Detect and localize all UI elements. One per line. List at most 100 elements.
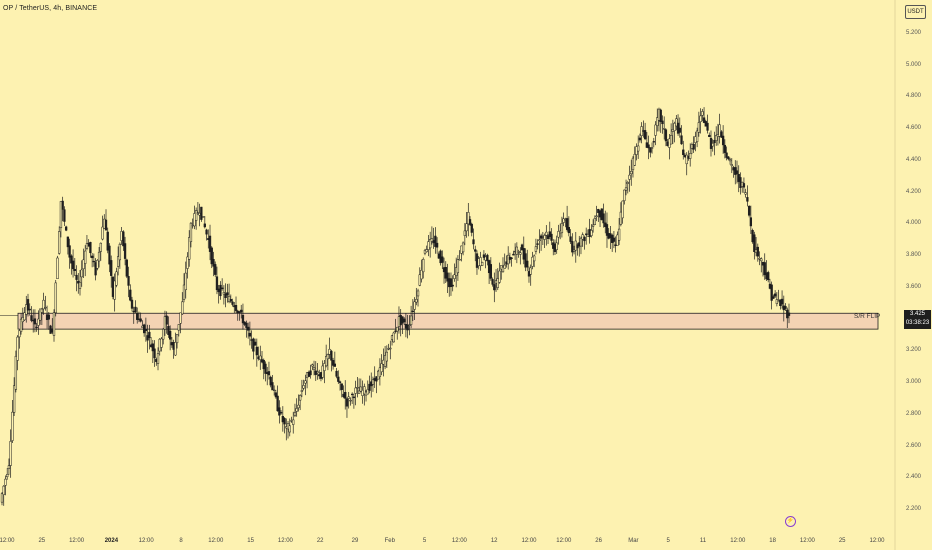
- candle-body: [309, 370, 312, 376]
- candle-body: [12, 385, 16, 413]
- candle-body: [583, 237, 586, 242]
- candle-body: [524, 253, 527, 268]
- candle-body: [181, 301, 184, 315]
- candle-body: [468, 219, 472, 225]
- candle-body: [695, 130, 699, 142]
- candle-body: [349, 399, 352, 402]
- candle-body: [9, 441, 12, 466]
- symbol-title[interactable]: OP / TetherUS, 4h, BINANCE: [3, 5, 98, 12]
- candle-body: [14, 355, 18, 390]
- price-tick-label: 2.400: [906, 474, 922, 481]
- candle-body: [248, 332, 252, 337]
- candle-body: [623, 189, 626, 201]
- candle-body: [255, 346, 258, 356]
- candle-body: [721, 135, 725, 146]
- candle-body: [456, 259, 460, 274]
- candle-body: [715, 135, 718, 141]
- time-tick-label: 18: [769, 538, 776, 544]
- candle-body: [203, 223, 206, 228]
- price-tick-label: 3.600: [906, 283, 922, 290]
- candle-body: [184, 272, 187, 291]
- candle-body: [28, 308, 31, 311]
- candle-body: [201, 216, 205, 218]
- candle-body: [345, 398, 349, 407]
- sr-flip-zone[interactable]: [17, 312, 879, 330]
- candle-body: [526, 260, 529, 268]
- candle-body: [274, 392, 278, 398]
- time-tick-label: 12:00: [69, 538, 85, 544]
- candle-body: [118, 243, 122, 261]
- candle-body: [503, 264, 506, 269]
- candle-body: [302, 385, 305, 389]
- price-tick-label: 3.800: [906, 252, 922, 259]
- lightning-icon[interactable]: ⚡: [785, 516, 796, 527]
- candle-body: [7, 465, 11, 469]
- candle-body: [408, 324, 411, 326]
- candle-body: [633, 153, 636, 166]
- candle-body: [533, 255, 536, 262]
- candle-body: [619, 211, 623, 225]
- candle-body: [160, 338, 163, 348]
- candle-body: [429, 239, 432, 249]
- candle-body: [453, 274, 456, 279]
- candle-body: [663, 128, 666, 130]
- candle-body: [467, 212, 470, 225]
- candle-body: [222, 292, 226, 295]
- price-tick-label: 5.200: [906, 30, 922, 36]
- candle-body: [669, 135, 673, 145]
- candle-body: [555, 242, 558, 250]
- candle-body: [595, 215, 598, 218]
- candle-body: [772, 296, 775, 299]
- candle-body: [711, 143, 714, 147]
- candle-body: [210, 247, 213, 265]
- candle-body: [23, 312, 26, 321]
- candle-body: [56, 257, 59, 280]
- candle-body: [435, 242, 439, 248]
- candle-body: [273, 389, 276, 391]
- candle-body: [517, 250, 520, 253]
- candle-body: [680, 135, 683, 145]
- candle-body: [763, 262, 766, 276]
- candle-body: [562, 218, 565, 223]
- candle-body: [174, 342, 177, 356]
- candle-body: [515, 246, 518, 255]
- candle-body: [678, 127, 681, 133]
- candle-body: [770, 284, 773, 301]
- candle-body: [312, 367, 316, 370]
- candle-body: [357, 390, 361, 394]
- candle-body: [409, 315, 413, 325]
- candle-body: [234, 305, 238, 311]
- candle-body: [82, 259, 85, 270]
- candle-body: [416, 290, 420, 297]
- candle-body: [567, 227, 570, 234]
- candle-body: [37, 318, 40, 326]
- candle-body: [534, 246, 538, 252]
- candle-body: [38, 308, 42, 321]
- candle-body: [279, 412, 283, 414]
- candle-body: [725, 152, 728, 158]
- candle-body: [177, 324, 180, 331]
- candle-body: [96, 259, 99, 269]
- candle-body: [446, 272, 449, 282]
- candle-body: [0, 493, 4, 503]
- time-tick-label: 2024: [104, 538, 119, 544]
- candle-body: [406, 324, 409, 331]
- candle-body: [269, 376, 272, 386]
- candle-body: [579, 237, 583, 247]
- candle-body: [338, 381, 342, 383]
- candle-body: [486, 254, 489, 262]
- candle-body: [628, 174, 631, 180]
- price-tick-label: 4.200: [906, 188, 922, 195]
- candle-body: [434, 235, 437, 247]
- candle-body: [167, 326, 170, 335]
- candle-body: [175, 334, 179, 344]
- candle-body: [347, 396, 350, 399]
- currency-badge[interactable]: USDT: [905, 5, 926, 19]
- candle-body: [449, 278, 453, 287]
- time-tick-label: 12:00: [869, 538, 885, 544]
- candle-body: [90, 255, 94, 259]
- candle-body: [122, 231, 125, 247]
- time-tick-label: 29: [351, 538, 359, 544]
